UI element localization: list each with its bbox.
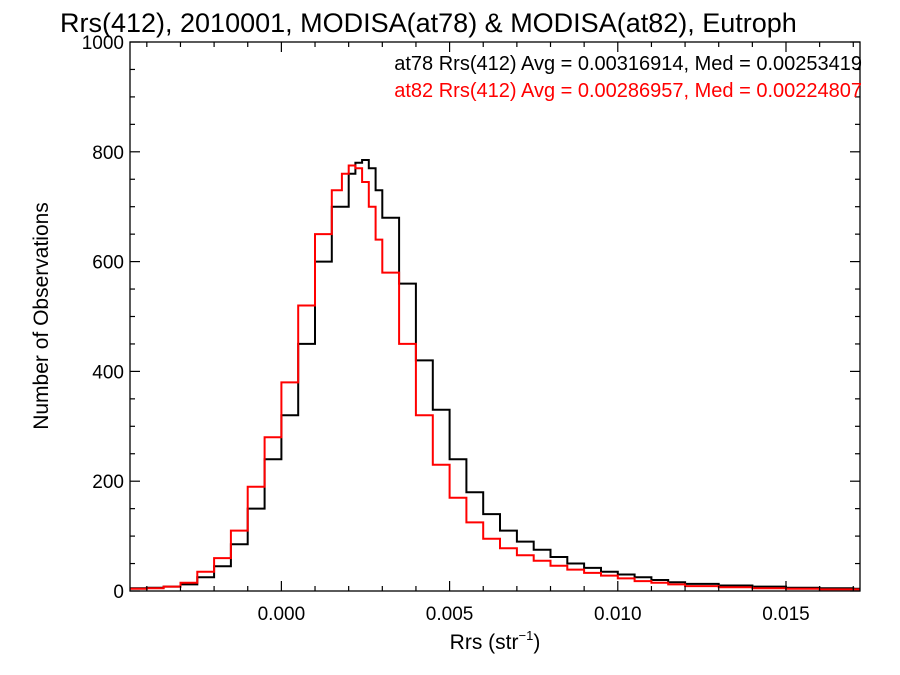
legend-entry-at82: at82 Rrs(412) Avg = 0.00286957, Med = 0.…	[394, 80, 862, 102]
x-tick-label: 0.010	[594, 604, 642, 625]
y-tick-label: 200	[92, 472, 124, 493]
y-tick-label: 600	[92, 253, 124, 274]
x-tick-label: 0.005	[426, 604, 474, 625]
y-tick-label: 400	[92, 362, 124, 383]
y-tick-label: 800	[92, 143, 124, 164]
x-tick-label: 0.000	[258, 604, 306, 625]
x-axis-label-superscript: −1	[519, 628, 534, 643]
x-tick-label: 0.015	[762, 604, 810, 625]
series-line-0	[130, 159, 860, 590]
chart-title: Rrs(412), 2010001, MODISA(at78) & MODISA…	[60, 8, 797, 38]
series-line-1	[130, 164, 860, 591]
y-tick-label: 1000	[82, 33, 124, 54]
y-axis-label: Number of Observations	[30, 202, 53, 430]
y-tick-label: 0	[113, 582, 124, 603]
legend-entry-at78: at78 Rrs(412) Avg = 0.00316914, Med = 0.…	[394, 53, 862, 75]
x-axis-label-close: )	[533, 631, 540, 654]
plot-frame	[129, 41, 861, 592]
x-axis-label: Rrs (str−1)	[450, 628, 541, 654]
x-axis-label-main: Rrs (str	[450, 631, 519, 654]
